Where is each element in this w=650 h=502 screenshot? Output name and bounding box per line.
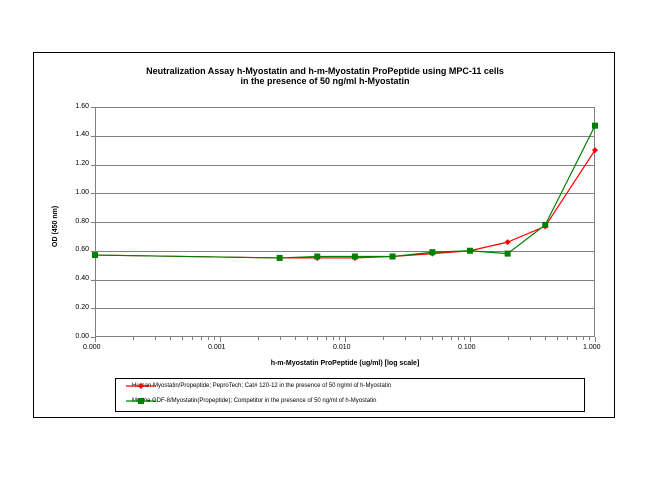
legend-label: Murine GDF-8/Myostatin(Propeptide); Comp… — [132, 398, 376, 404]
data-marker — [467, 248, 473, 254]
series-line-0 — [95, 150, 595, 258]
series-svg — [0, 0, 650, 502]
legend: Human Myostatin/Propeptide; PeproTech; C… — [115, 378, 585, 412]
legend-item: Murine GDF-8/Myostatin(Propeptide); Comp… — [126, 398, 376, 404]
data-marker — [592, 147, 598, 153]
data-marker — [138, 383, 144, 389]
legend-item: Human Myostatin/Propeptide; PeproTech; C… — [126, 383, 391, 389]
data-marker — [314, 254, 320, 260]
data-marker — [138, 398, 144, 404]
data-marker — [542, 222, 548, 228]
legend-marker-icon — [126, 381, 156, 391]
data-marker — [92, 252, 98, 258]
data-marker — [352, 254, 358, 260]
series-line-1 — [95, 126, 595, 258]
legend-label: Human Myostatin/Propeptide; PeproTech; C… — [132, 383, 391, 389]
data-marker — [505, 251, 511, 257]
data-marker — [592, 123, 598, 129]
y-axis-label: OD (450 nm) — [52, 206, 59, 247]
legend-marker-icon — [126, 396, 156, 406]
x-axis-label: h-m-Myostatin ProPeptide (ug/ml) [log sc… — [95, 360, 595, 367]
data-marker — [429, 249, 435, 255]
data-marker — [390, 254, 396, 260]
data-marker — [277, 255, 283, 261]
data-marker — [505, 239, 511, 245]
